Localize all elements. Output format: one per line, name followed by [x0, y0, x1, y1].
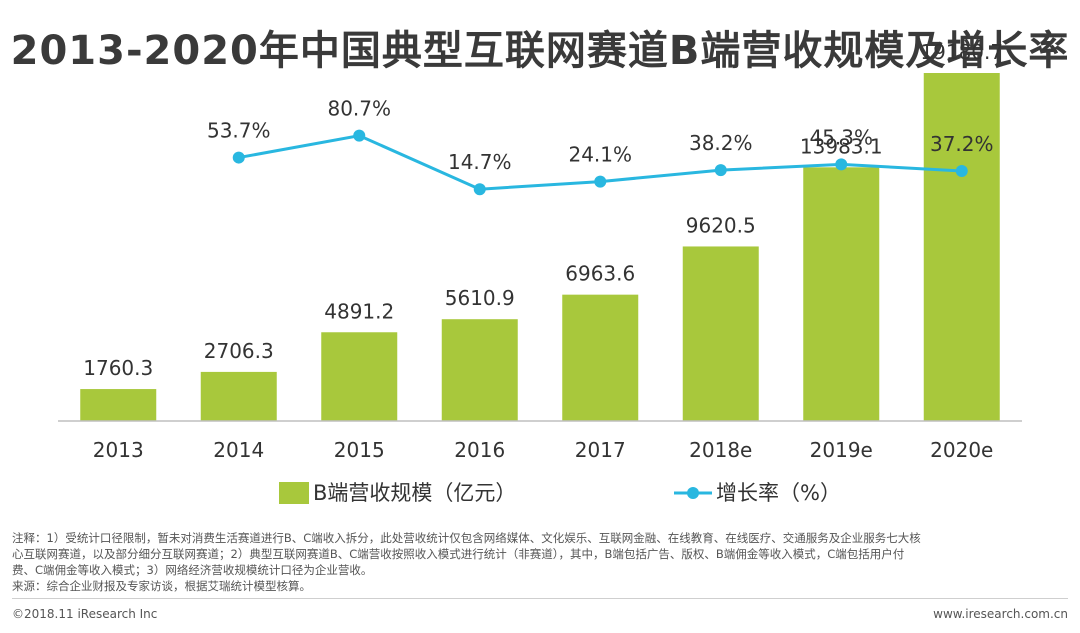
growth-point-2016 [473, 183, 486, 196]
growth-label-2017: 24.1% [568, 143, 632, 167]
bar-label-2019e: 13983.1 [800, 134, 883, 158]
growth-point-2019e [835, 158, 848, 171]
footnote-line-2: 心互联网赛道，以及部分细分互联网赛道；2）典型互联网赛道B、C端营收按照收入模式… [12, 547, 905, 561]
line-data-labels: 53.7% 80.7% 14.7% 24.1% 38.2% 45.3% 37.2% [207, 97, 994, 175]
growth-point-2017 [594, 175, 607, 188]
bar-label-2015: 4891.2 [324, 299, 394, 323]
line-series [232, 129, 968, 196]
footer-divider [12, 598, 1068, 599]
x-tick-2017: 2017 [575, 438, 626, 462]
source-note: 来源：综合企业财报及专家访谈，根据艾瑞统计模型核算。 [12, 579, 311, 593]
growth-point-2020e [955, 164, 968, 177]
footnote-line-3: 费、C端佣金等收入模式；3）网络经济营收规模统计口径为企业营收。 [12, 563, 373, 577]
growth-label-2020e: 37.2% [930, 132, 994, 156]
bar-label-2013: 1760.3 [83, 356, 153, 380]
x-tick-2020e: 2020e [930, 438, 993, 462]
bar-label-2018e: 9620.5 [686, 213, 756, 237]
growth-label-2016: 14.7% [448, 150, 512, 174]
x-tick-2014: 2014 [213, 438, 264, 462]
x-axis-tick-labels: 2013 2014 2015 2016 2017 2018e 2019e 2020e [93, 438, 994, 462]
website: www.iresearch.com.cn [933, 607, 1068, 621]
growth-point-2018e [714, 164, 727, 177]
bar-2019e [803, 167, 880, 421]
bar-2014 [200, 371, 277, 421]
x-tick-2018e: 2018e [689, 438, 752, 462]
legend: B端营收规模（亿元） 增长率（%） [279, 481, 841, 505]
bar-label-2017: 6963.6 [565, 262, 635, 286]
bar-2016 [441, 319, 518, 421]
bar-label-2020e: 19180.7 [920, 40, 1003, 64]
bar-data-labels: 1760.3 2706.3 4891.2 5610.9 6963.6 9620.5 1398… [83, 40, 1003, 380]
bar-series [80, 73, 1000, 422]
growth-point-2015 [353, 129, 366, 142]
x-tick-2016: 2016 [454, 438, 505, 462]
legend-line-label: 增长率（%） [716, 481, 841, 505]
growth-label-2018e: 38.2% [689, 131, 753, 155]
legend-line-marker [687, 487, 699, 499]
bar-2015 [321, 332, 398, 421]
x-tick-2015: 2015 [334, 438, 385, 462]
bar-label-2016: 5610.9 [445, 286, 515, 310]
bar-2013 [80, 389, 157, 421]
growth-label-2019e: 45.3% [809, 125, 873, 149]
legend-bar-swatch [279, 482, 309, 504]
bar-2020e [923, 73, 1000, 422]
x-tick-2013: 2013 [93, 438, 144, 462]
growth-label-2015: 80.7% [327, 97, 391, 121]
x-tick-2019e: 2019e [810, 438, 873, 462]
copyright: ©2018.11 iResearch Inc [12, 607, 158, 621]
bar-2017 [562, 294, 639, 421]
footnote-line-1: 注释：1）受统计口径限制，暂未对消费生活赛道进行B、C端收入拆分，此处营收统计仅… [12, 531, 921, 545]
growth-point-2014 [232, 151, 245, 164]
footnotes: 注释：1）受统计口径限制，暂未对消费生活赛道进行B、C端收入拆分，此处营收统计仅… [12, 530, 1070, 594]
bar-label-2014: 2706.3 [204, 339, 274, 363]
growth-label-2014: 53.7% [207, 119, 271, 143]
legend-bar-label: B端营收规模（亿元） [313, 481, 516, 505]
bar-2018e [682, 246, 759, 421]
chart-title: 2013-2020年中国典型互联网赛道B端营收规模及增长率 [10, 28, 1070, 74]
